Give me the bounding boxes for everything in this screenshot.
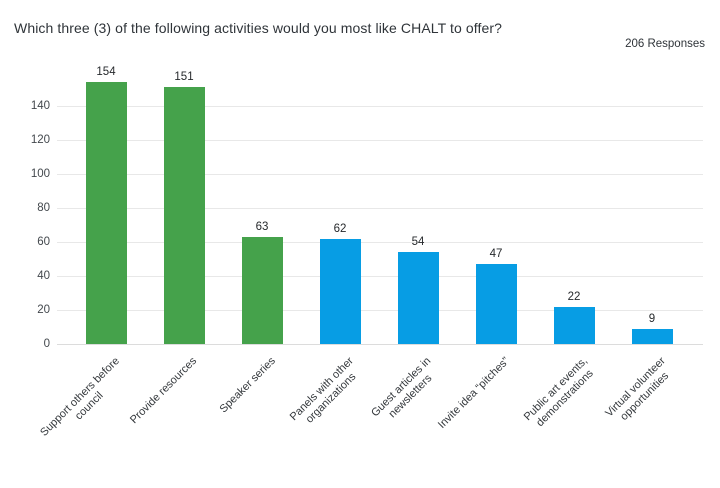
bar: [632, 329, 673, 344]
y-gridline: [57, 276, 703, 277]
y-tick-label: 20: [37, 304, 50, 316]
y-tick-label: 40: [37, 270, 50, 282]
responses-count-label: 206 Responses: [625, 38, 705, 50]
bar-value-label: 63: [255, 221, 269, 233]
bar: [86, 82, 127, 344]
x-axis-label: Provide resources: [128, 355, 200, 427]
x-axis-label: Virtual volunteer opportunities: [602, 355, 671, 423]
y-tick-label: 0: [43, 338, 50, 350]
y-gridline: [57, 310, 703, 311]
x-axis-label: Public art events, demonstrations: [521, 355, 596, 430]
y-tick-label: 60: [37, 236, 50, 248]
y-tick-label: 100: [30, 168, 50, 180]
y-gridline: [57, 174, 703, 175]
bar: [164, 87, 205, 344]
bar-value-label: 62: [333, 223, 347, 235]
x-axis-label: Guest articles in newsletters: [369, 355, 435, 421]
bar: [398, 252, 439, 344]
bar-value-label: 54: [411, 236, 425, 248]
y-gridline: [57, 106, 703, 107]
x-axis-label: Speaker series: [217, 355, 278, 416]
bar-value-label: 47: [489, 248, 503, 260]
y-gridline: [57, 140, 703, 141]
y-gridline: [57, 208, 703, 209]
bar: [320, 239, 361, 344]
y-gridline: [57, 344, 703, 345]
bar: [554, 307, 595, 344]
bar-value-label: 151: [174, 71, 194, 83]
bar-value-label: 9: [648, 313, 656, 325]
y-tick-label: 140: [30, 100, 50, 112]
y-tick-label: 80: [37, 202, 50, 214]
bar-value-label: 154: [96, 66, 116, 78]
bar: [476, 264, 517, 344]
chart-title: Which three (3) of the following activit…: [14, 20, 503, 36]
x-axis-label: Invite idea “pitches”: [435, 355, 512, 431]
x-axis-label: Support others before council: [37, 355, 122, 439]
y-tick-label: 120: [30, 134, 50, 146]
bar-value-label: 22: [567, 291, 581, 303]
y-gridline: [57, 242, 703, 243]
x-axis-label: Panels with other organizations: [287, 355, 358, 426]
bar: [242, 237, 283, 344]
